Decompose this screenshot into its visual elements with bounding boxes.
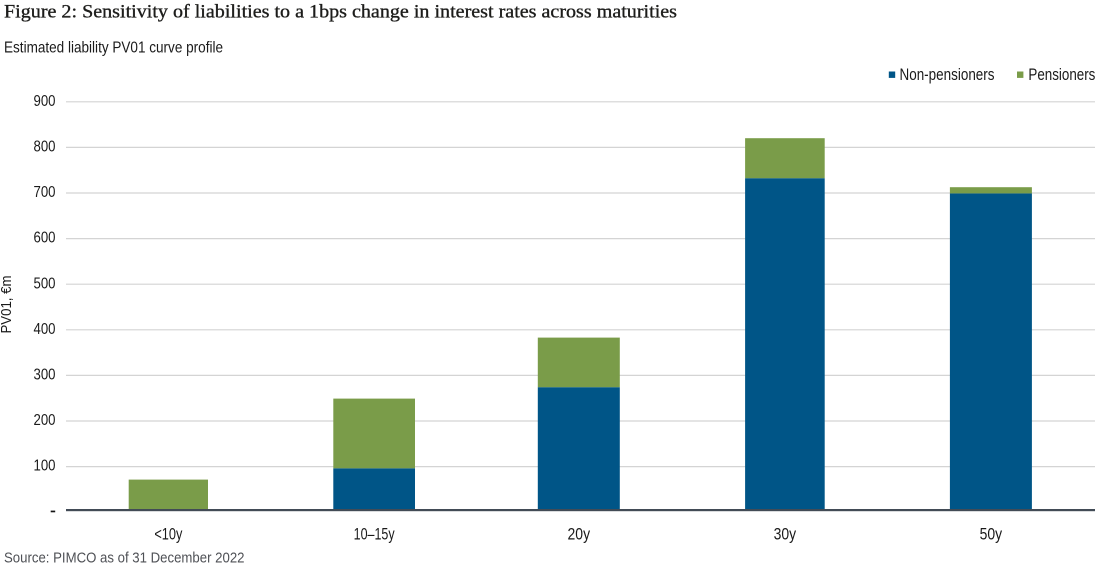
svg-text:900: 900 xyxy=(34,93,56,110)
svg-text:600: 600 xyxy=(34,230,56,247)
svg-text:10–15y: 10–15y xyxy=(354,525,396,544)
svg-text:500: 500 xyxy=(34,275,56,292)
svg-text:PV01, €m: PV01, €m xyxy=(0,276,15,334)
svg-text:100: 100 xyxy=(34,458,56,475)
svg-text:300: 300 xyxy=(34,367,56,384)
svg-text:Source: PIMCO as of 31 Decembe: Source: PIMCO as of 31 December 2022 xyxy=(4,551,245,567)
svg-text:Estimated liability PV01 curve: Estimated liability PV01 curve profile xyxy=(4,39,223,56)
svg-text:700: 700 xyxy=(34,184,56,201)
svg-text:20y: 20y xyxy=(568,525,591,544)
svg-text:50y: 50y xyxy=(980,525,1003,544)
svg-text:400: 400 xyxy=(34,321,56,338)
svg-text:Non-pensioners: Non-pensioners xyxy=(900,66,995,84)
svg-text:<10y: <10y xyxy=(154,525,183,544)
svg-text:800: 800 xyxy=(34,139,56,156)
svg-text:Figure 2: Sensitivity of liabi: Figure 2: Sensitivity of liabilities to … xyxy=(4,1,677,22)
svg-text:200: 200 xyxy=(34,412,56,429)
svg-text:Pensioners: Pensioners xyxy=(1028,66,1095,84)
svg-text:30y: 30y xyxy=(774,525,797,544)
